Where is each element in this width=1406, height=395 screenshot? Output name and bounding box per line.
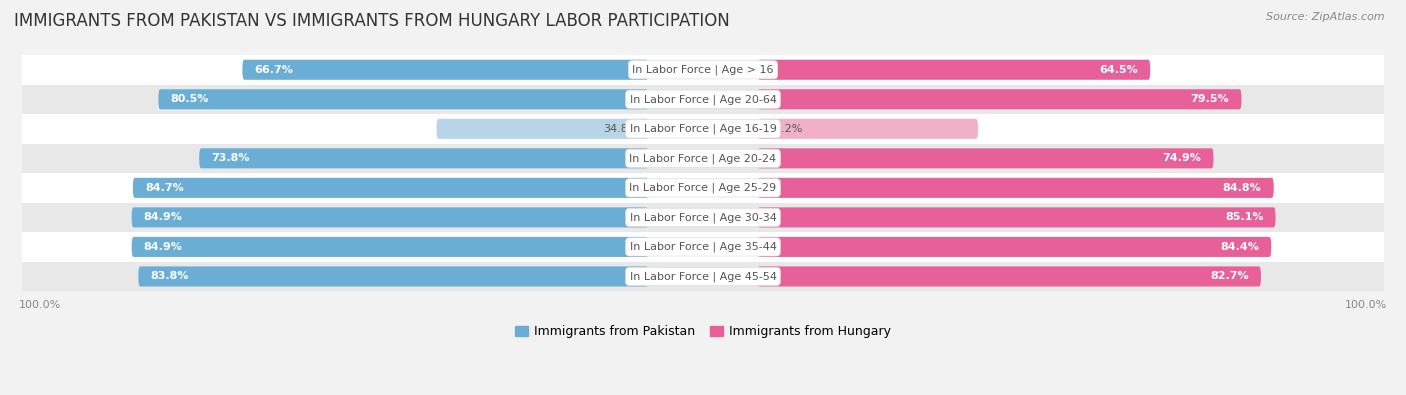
FancyBboxPatch shape — [758, 148, 1213, 168]
FancyBboxPatch shape — [758, 60, 1150, 80]
FancyBboxPatch shape — [134, 178, 648, 198]
Bar — [15, 55, 1391, 85]
Text: 82.7%: 82.7% — [1211, 271, 1249, 282]
Text: 84.4%: 84.4% — [1220, 242, 1260, 252]
Text: 80.5%: 80.5% — [170, 94, 209, 104]
FancyBboxPatch shape — [200, 148, 648, 168]
Text: 64.5%: 64.5% — [1099, 65, 1137, 75]
Text: In Labor Force | Age > 16: In Labor Force | Age > 16 — [633, 64, 773, 75]
Bar — [15, 85, 1391, 114]
Bar — [15, 203, 1391, 232]
Text: 36.2%: 36.2% — [766, 124, 803, 134]
Text: 66.7%: 66.7% — [254, 65, 294, 75]
Bar — [15, 173, 1391, 203]
Text: 74.9%: 74.9% — [1163, 153, 1201, 163]
FancyBboxPatch shape — [758, 89, 1241, 109]
FancyBboxPatch shape — [758, 178, 1274, 198]
FancyBboxPatch shape — [159, 89, 648, 109]
Bar — [15, 261, 1391, 291]
Text: 84.8%: 84.8% — [1223, 183, 1261, 193]
Text: In Labor Force | Age 25-29: In Labor Force | Age 25-29 — [630, 182, 776, 193]
Text: In Labor Force | Age 30-34: In Labor Force | Age 30-34 — [630, 212, 776, 223]
Text: In Labor Force | Age 35-44: In Labor Force | Age 35-44 — [630, 242, 776, 252]
Bar — [15, 143, 1391, 173]
Text: 84.7%: 84.7% — [145, 183, 184, 193]
Text: 84.9%: 84.9% — [143, 242, 183, 252]
FancyBboxPatch shape — [758, 207, 1275, 228]
FancyBboxPatch shape — [758, 237, 1271, 257]
Text: 83.8%: 83.8% — [150, 271, 188, 282]
Text: In Labor Force | Age 20-24: In Labor Force | Age 20-24 — [630, 153, 776, 164]
Text: 73.8%: 73.8% — [211, 153, 250, 163]
Text: 84.9%: 84.9% — [143, 213, 183, 222]
FancyBboxPatch shape — [138, 266, 648, 286]
Text: 85.1%: 85.1% — [1225, 213, 1264, 222]
FancyBboxPatch shape — [132, 207, 648, 228]
FancyBboxPatch shape — [242, 60, 648, 80]
Text: In Labor Force | Age 16-19: In Labor Force | Age 16-19 — [630, 124, 776, 134]
FancyBboxPatch shape — [436, 119, 648, 139]
FancyBboxPatch shape — [132, 237, 648, 257]
FancyBboxPatch shape — [758, 266, 1261, 286]
FancyBboxPatch shape — [758, 119, 979, 139]
Text: 79.5%: 79.5% — [1191, 94, 1229, 104]
Bar — [15, 232, 1391, 261]
Text: IMMIGRANTS FROM PAKISTAN VS IMMIGRANTS FROM HUNGARY LABOR PARTICIPATION: IMMIGRANTS FROM PAKISTAN VS IMMIGRANTS F… — [14, 12, 730, 30]
Bar — [15, 114, 1391, 143]
Text: In Labor Force | Age 20-64: In Labor Force | Age 20-64 — [630, 94, 776, 105]
Text: 34.8%: 34.8% — [603, 124, 640, 134]
Text: Source: ZipAtlas.com: Source: ZipAtlas.com — [1267, 12, 1385, 22]
Text: In Labor Force | Age 45-54: In Labor Force | Age 45-54 — [630, 271, 776, 282]
Legend: Immigrants from Pakistan, Immigrants from Hungary: Immigrants from Pakistan, Immigrants fro… — [510, 320, 896, 343]
